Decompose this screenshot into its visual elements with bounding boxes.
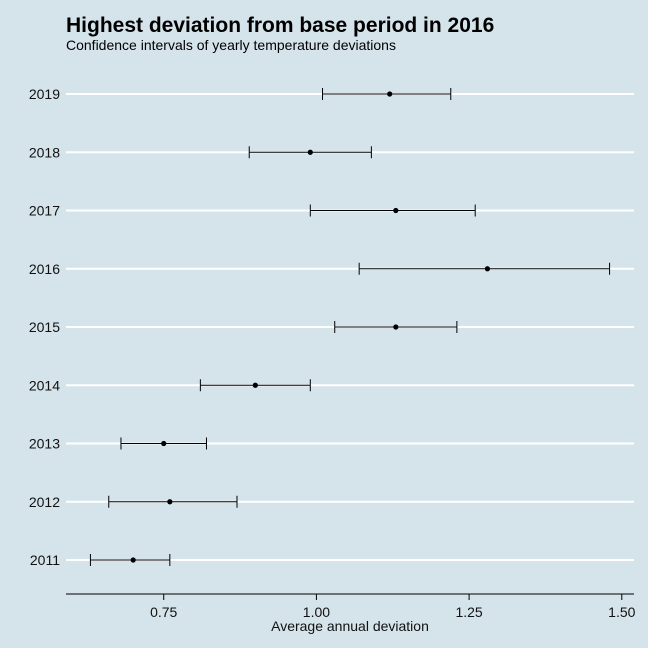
- y-tick-label-2011: 2011: [30, 552, 60, 568]
- mean-point-2018: [307, 149, 313, 155]
- y-tick-label-2013: 2013: [29, 436, 60, 452]
- mean-point-2014: [252, 382, 258, 388]
- x-tick-label-1.00: 1.00: [303, 604, 330, 620]
- x-tick-label-1.50: 1.50: [608, 604, 635, 620]
- x-axis-title: Average annual deviation: [271, 618, 429, 634]
- y-tick-label-2018: 2018: [29, 144, 60, 160]
- mean-point-2012: [167, 499, 173, 505]
- mean-point-2015: [393, 324, 399, 330]
- mean-point-2019: [387, 91, 393, 97]
- y-tick-label-2014: 2014: [29, 377, 60, 393]
- mean-point-2011: [130, 557, 136, 563]
- mean-point-2013: [161, 440, 167, 447]
- y-tick-label-2017: 2017: [29, 203, 60, 219]
- chart-title: Highest deviation from base period in 20…: [66, 14, 495, 37]
- mean-point-2016: [484, 266, 491, 272]
- y-tick-label-2016: 2016: [29, 261, 60, 277]
- x-tick-label-1.25: 1.25: [455, 604, 482, 620]
- y-tick-label-2012: 2012: [29, 494, 60, 510]
- x-tick-label-0.75: 0.75: [150, 604, 177, 620]
- y-tick-label-2019: 2019: [29, 86, 60, 102]
- chart-subtitle: Confidence intervals of yearly temperatu…: [66, 37, 396, 53]
- y-tick-label-2015: 2015: [29, 319, 60, 335]
- mean-point-2017: [393, 207, 399, 214]
